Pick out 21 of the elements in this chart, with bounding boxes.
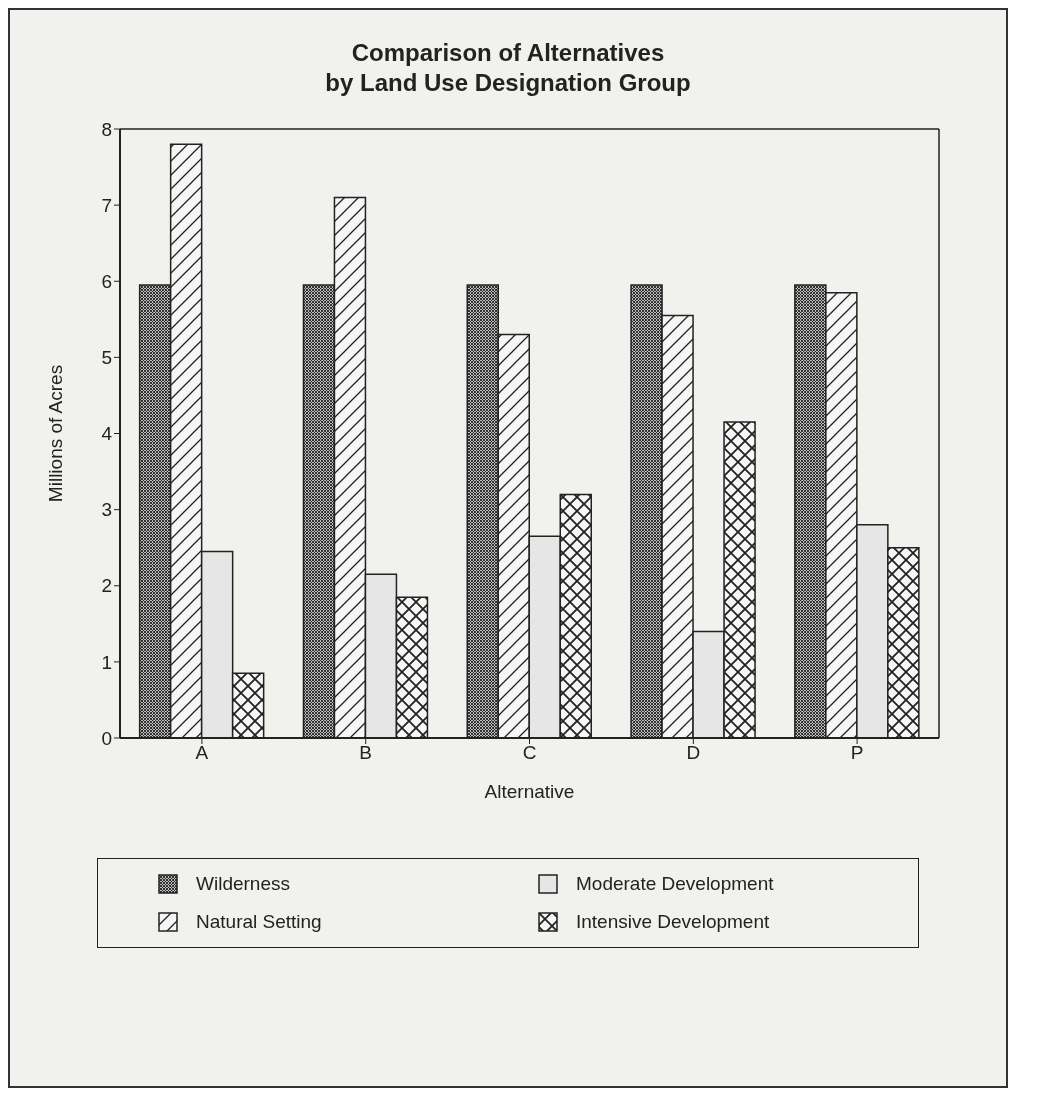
y-tick-label: 0 xyxy=(101,727,112,749)
y-tick-label: 2 xyxy=(101,575,112,597)
y-tick-label: 5 xyxy=(101,347,112,369)
x-axis-title: Alternative xyxy=(484,781,575,802)
y-tick-label: 4 xyxy=(101,423,113,445)
x-tick-label: A xyxy=(195,742,209,764)
y-tick-label: 3 xyxy=(101,499,112,521)
legend-label: Moderate Development xyxy=(576,873,774,895)
legend-label: Wilderness xyxy=(196,873,290,895)
x-tick-label: C xyxy=(522,742,537,764)
legend-label: Natural Setting xyxy=(196,911,322,933)
y-axis-title: Millions of Acres xyxy=(44,364,66,503)
y-tick-label: 7 xyxy=(101,194,112,216)
legend-label: Intensive Development xyxy=(576,911,770,933)
x-tick-label: D xyxy=(686,742,701,764)
chart-title: Comparison of Alternatives by Land Use Designation Group xyxy=(324,38,692,98)
x-tick-label: B xyxy=(359,742,373,764)
y-tick-label: 8 xyxy=(101,118,112,140)
y-tick-label: 1 xyxy=(101,651,112,673)
y-tick-label: 6 xyxy=(101,270,112,292)
x-tick-label: P xyxy=(850,742,864,764)
